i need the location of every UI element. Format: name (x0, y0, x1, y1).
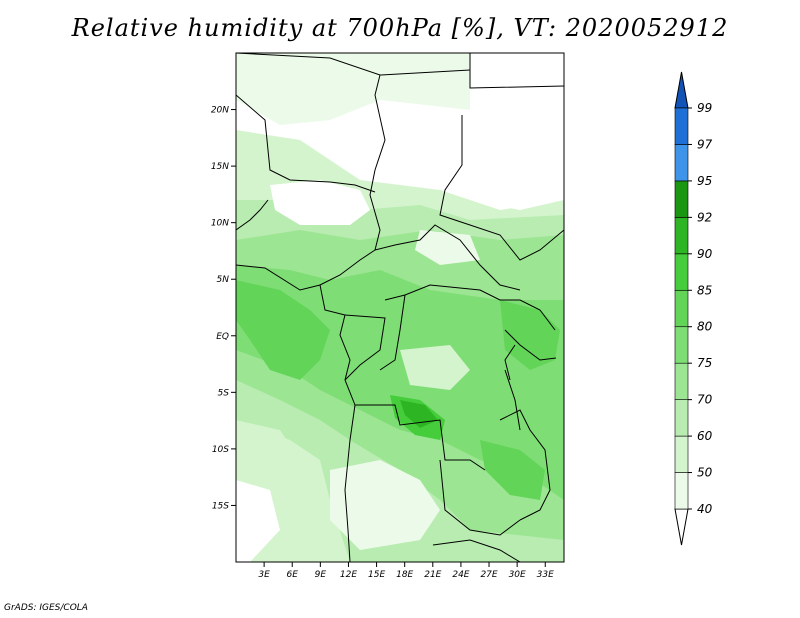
lon-label: 27E (480, 570, 497, 580)
colorbar-label: 60 (697, 429, 713, 443)
colorbar-swatch (674, 326, 689, 364)
colorbar-label: 92 (697, 210, 712, 224)
map-frame (235, 52, 565, 563)
colorbar-label: 95 (697, 174, 712, 188)
colorbar: 40 50 60 70 75 80 85 90 92 95 97 99 (674, 71, 713, 546)
lat-label: 20N (211, 106, 229, 116)
colorbar-swatch (674, 144, 689, 182)
colorbar-bottom-arrow (674, 508, 689, 546)
lat-label: 10S (212, 445, 229, 455)
colorbar-swatch (674, 399, 689, 437)
colorbar-swatch (674, 107, 689, 145)
lat-label: 15N (211, 162, 229, 172)
longitude-axis: 3E 6E 9E 12E 15E 18E 21E 24E 27E 30E 33E (258, 562, 554, 580)
colorbar-swatch (674, 217, 689, 255)
colorbar-swatch (674, 180, 689, 218)
lon-label: 3E (258, 570, 270, 580)
lon-label: 33E (537, 570, 554, 580)
lon-label: 30E (509, 570, 526, 580)
colorbar-label: 75 (697, 356, 712, 370)
colorbar-label: 85 (697, 283, 712, 297)
lat-label: 10N (211, 219, 229, 229)
lat-label: 15S (212, 501, 229, 511)
colorbar-label: 40 (697, 502, 713, 516)
lon-label: 6E (287, 570, 299, 580)
grads-credit: GrADS: IGES/COLA (4, 603, 88, 613)
colorbar-swatch (674, 253, 689, 291)
latitude-axis: 20N 15N 10N 5N EQ 5S 10S 15S (211, 106, 236, 511)
colorbar-label: 50 (697, 466, 713, 480)
lon-label: 21E (424, 570, 441, 580)
lat-label: EQ (216, 332, 229, 342)
colorbar-swatch (674, 289, 689, 328)
lon-label: 18E (396, 570, 413, 580)
colorbar-label: 99 (697, 101, 712, 115)
lon-label: 12E (340, 570, 357, 580)
lon-label: 15E (368, 570, 385, 580)
colorbar-swatch (674, 472, 689, 510)
colorbar-label: 70 (697, 393, 713, 407)
colorbar-top-arrow (674, 71, 689, 109)
map-title: Relative humidity at 700hPa [%], VT: 202… (71, 14, 729, 42)
humidity-shading (236, 53, 564, 562)
colorbar-label: 90 (697, 247, 713, 261)
colorbar-swatch (674, 362, 689, 400)
lat-label: 5N (217, 275, 230, 285)
lon-label: 9E (315, 570, 327, 580)
lat-label: 5S (218, 388, 230, 398)
colorbar-swatch (674, 435, 689, 473)
lon-label: 24E (452, 570, 469, 580)
colorbar-label: 97 (697, 137, 713, 151)
colorbar-label: 80 (697, 320, 713, 334)
country-borders (236, 53, 564, 562)
